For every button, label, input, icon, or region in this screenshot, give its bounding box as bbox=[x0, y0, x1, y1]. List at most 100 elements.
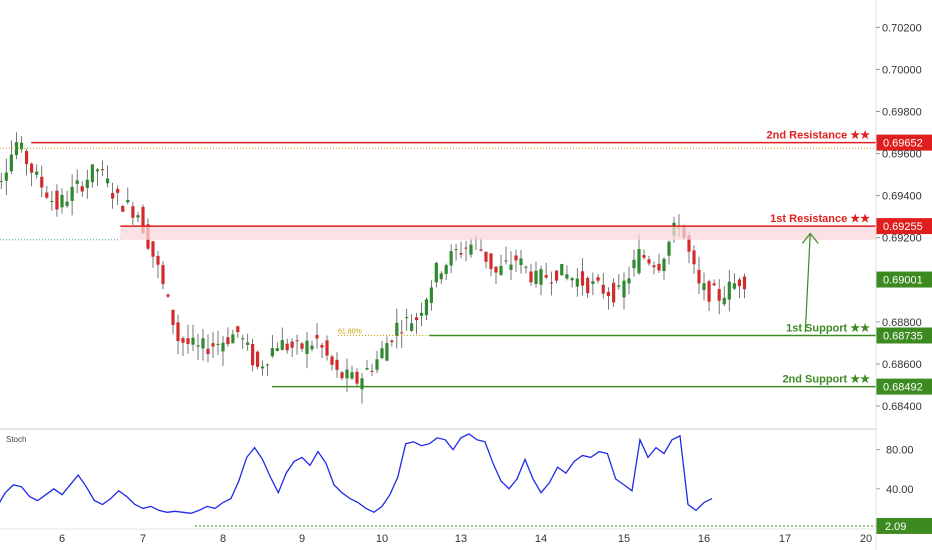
candle-down bbox=[340, 372, 344, 379]
candle-up bbox=[90, 164, 94, 183]
support-1-value: 0.68735 bbox=[883, 331, 923, 343]
candle-up bbox=[617, 285, 621, 287]
candle-up bbox=[126, 199, 130, 203]
candle-up bbox=[65, 201, 69, 206]
candle-down bbox=[586, 277, 590, 294]
candle-down bbox=[529, 271, 533, 283]
levels-group: 2nd Resistance ★★ 0.69652 1st Resistance ★… bbox=[0, 130, 932, 395]
candle-down bbox=[111, 193, 115, 199]
candle-up bbox=[60, 194, 64, 208]
candle-up bbox=[19, 142, 24, 150]
candle-up bbox=[380, 348, 384, 359]
candle-down bbox=[459, 253, 463, 255]
candle-up bbox=[395, 322, 399, 336]
candle-down bbox=[320, 344, 324, 348]
price-tick-label: 0.68800 bbox=[882, 317, 922, 329]
candle-up bbox=[191, 337, 195, 345]
candle-down bbox=[40, 176, 44, 188]
candle-up bbox=[50, 200, 54, 202]
candle-down bbox=[330, 356, 334, 365]
price-tick-label: 0.69600 bbox=[882, 149, 922, 161]
candle-up bbox=[727, 281, 731, 300]
candle-down bbox=[131, 206, 135, 218]
candle-down bbox=[116, 188, 120, 193]
candle-down bbox=[290, 341, 294, 348]
candle-down bbox=[151, 241, 155, 257]
candle-down bbox=[494, 266, 498, 273]
stoch-line bbox=[0, 433, 713, 514]
candle-up bbox=[410, 323, 414, 331]
time-tick-label: 8 bbox=[220, 533, 226, 545]
candle-down bbox=[489, 253, 493, 269]
candle-up bbox=[504, 260, 508, 262]
candle-up bbox=[632, 259, 636, 269]
candle-down bbox=[226, 337, 230, 345]
candle-down bbox=[549, 282, 553, 284]
candle-down bbox=[697, 269, 701, 284]
candle-down bbox=[414, 317, 419, 321]
candle-down bbox=[24, 151, 29, 165]
resistance-2-value: 0.69652 bbox=[883, 138, 923, 150]
candle-up bbox=[360, 378, 364, 390]
candle-down bbox=[236, 326, 240, 333]
resistance-1-value: 0.69255 bbox=[883, 221, 923, 233]
price-tick-label: 0.69200 bbox=[882, 233, 922, 245]
candle-up bbox=[524, 266, 528, 268]
support-2-label: 2nd Support ★★ bbox=[782, 374, 870, 386]
candle-up bbox=[439, 273, 443, 280]
time-tick-label: 15 bbox=[618, 533, 630, 545]
candle-down bbox=[335, 359, 339, 370]
candle-up bbox=[365, 368, 369, 370]
candle-down bbox=[211, 343, 215, 347]
candle-up bbox=[70, 186, 74, 202]
candle-down bbox=[186, 338, 190, 344]
stoch-tick-label: 40.00 bbox=[886, 484, 914, 496]
candle-down bbox=[657, 263, 661, 271]
candle-up bbox=[534, 270, 538, 284]
candle-up bbox=[280, 340, 284, 350]
candle-up bbox=[345, 369, 349, 379]
candle-down bbox=[166, 294, 170, 297]
candle-up bbox=[565, 274, 569, 279]
support-1-label: 1st Support ★★ bbox=[786, 323, 870, 335]
candle-up bbox=[722, 297, 726, 305]
candle-up bbox=[469, 244, 473, 255]
candle-up bbox=[4, 172, 8, 181]
price-tick-label: 0.70200 bbox=[882, 22, 922, 34]
stochastic-panel: Stoch 80.00 40.00 2.09 bbox=[0, 433, 932, 534]
stoch-value-badge bbox=[876, 517, 932, 534]
candle-up bbox=[241, 338, 245, 340]
candle-up bbox=[375, 359, 379, 370]
candle-down bbox=[181, 338, 185, 343]
candle-down bbox=[80, 186, 84, 192]
candle-down bbox=[712, 283, 716, 286]
candle-up bbox=[575, 278, 579, 287]
candle-up bbox=[196, 345, 200, 347]
price-tick-label: 0.68400 bbox=[882, 401, 922, 413]
candle-down bbox=[55, 190, 59, 210]
candle-up bbox=[499, 265, 503, 275]
candle-up bbox=[305, 340, 309, 354]
time-tick-label: 17 bbox=[779, 533, 791, 545]
candle-up bbox=[591, 281, 595, 284]
candle-up bbox=[449, 251, 453, 266]
candle-down bbox=[606, 291, 611, 297]
candle-down bbox=[176, 322, 180, 341]
time-tick-label: 20 bbox=[860, 533, 872, 545]
price-tick-label: 0.69800 bbox=[882, 106, 922, 118]
candle-down bbox=[100, 169, 105, 171]
fib-label: 61.80% bbox=[338, 329, 362, 336]
candle-down bbox=[717, 289, 721, 301]
candle-up bbox=[519, 258, 523, 265]
candle-down bbox=[355, 371, 359, 384]
resistance-1-badge bbox=[876, 218, 932, 235]
candle-down bbox=[737, 279, 742, 287]
current-price-value: 0.69001 bbox=[883, 275, 923, 287]
candle-down bbox=[370, 370, 374, 372]
candle-up bbox=[265, 364, 270, 366]
candle-down bbox=[156, 255, 160, 265]
candle-down bbox=[707, 281, 711, 302]
candle-down bbox=[484, 251, 488, 262]
time-tick-label: 14 bbox=[535, 533, 547, 545]
